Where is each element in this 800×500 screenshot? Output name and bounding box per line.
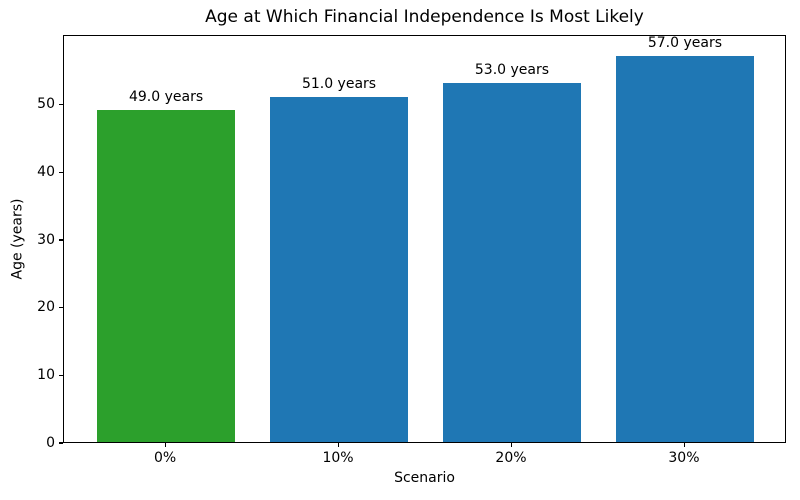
y-tick-mark — [59, 442, 63, 444]
x-tick-mark — [338, 443, 340, 447]
x-tick-label: 10% — [322, 450, 354, 466]
y-tick-label: 10 — [37, 366, 55, 383]
x-axis-label: Scenario — [394, 470, 455, 486]
bar-30% — [615, 56, 755, 442]
bar-value-label: 49.0 years — [128, 89, 204, 106]
x-tick-mark — [165, 443, 167, 447]
y-tick-mark — [59, 104, 63, 106]
y-tick-label: 30 — [37, 231, 55, 248]
y-tick-label: 50 — [37, 96, 55, 113]
plot-area: 49.0 years 51.0 years 53.0 years 57.0 years — [63, 35, 786, 443]
y-tick-mark — [59, 374, 63, 376]
bar-10% — [269, 96, 409, 442]
x-tick-mark — [510, 443, 513, 447]
chart-title: Age at Which Financial Independence Is M… — [205, 7, 644, 27]
bar-20% — [442, 83, 582, 442]
bar-value-label: 53.0 years — [474, 62, 550, 79]
y-tick-mark — [59, 239, 63, 241]
x-tick-label: 30% — [668, 450, 700, 466]
x-tick-mark — [683, 443, 686, 447]
bar-value-label: 57.0 years — [647, 35, 723, 52]
y-tick-mark — [59, 307, 63, 309]
y-tick-label: 40 — [37, 163, 55, 180]
y-tick-label: 0 — [46, 434, 55, 451]
bar-0% — [96, 110, 236, 442]
bar-value-label: 51.0 years — [301, 75, 377, 92]
y-tick-label: 20 — [37, 299, 55, 316]
x-tick-label: 0% — [153, 450, 177, 466]
x-tick-label: 20% — [495, 450, 527, 466]
y-tick-mark — [59, 171, 63, 173]
